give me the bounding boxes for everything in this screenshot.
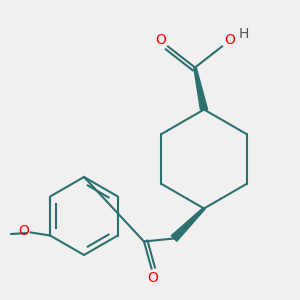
Text: O: O [224, 34, 235, 47]
Polygon shape [171, 208, 205, 241]
Polygon shape [194, 68, 208, 110]
Text: O: O [155, 34, 166, 47]
Text: O: O [19, 224, 30, 238]
Text: O: O [148, 271, 158, 284]
Text: H: H [238, 28, 249, 41]
